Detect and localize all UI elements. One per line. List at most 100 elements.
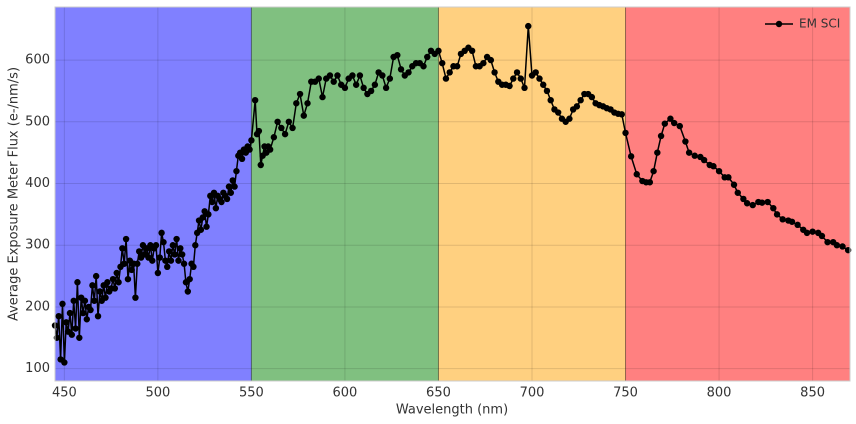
data-point <box>371 81 379 88</box>
data-point <box>487 56 495 64</box>
data-point <box>278 124 285 132</box>
data-point <box>72 325 79 332</box>
data-point <box>532 69 539 76</box>
data-point <box>96 288 104 295</box>
data-point <box>91 297 98 304</box>
data-point <box>274 118 281 125</box>
data-point <box>304 100 311 107</box>
data-point <box>212 204 220 212</box>
data-point <box>480 59 487 67</box>
data-point <box>61 359 68 366</box>
data-point <box>111 285 119 292</box>
data-point <box>83 316 91 323</box>
data-point <box>326 72 334 79</box>
data-point <box>205 211 212 218</box>
data-point <box>81 297 89 304</box>
data-point <box>397 66 405 73</box>
data-point <box>293 100 300 107</box>
data-point <box>627 153 635 160</box>
x-tick-label: 500 <box>145 386 170 401</box>
data-point <box>764 198 771 206</box>
data-point <box>424 53 431 61</box>
data-point <box>670 119 678 127</box>
data-point <box>257 161 264 169</box>
data-point <box>446 69 453 76</box>
data-point <box>510 75 517 82</box>
data-point <box>334 72 341 79</box>
x-axis-label: Wavelength (nm) <box>396 403 508 418</box>
x-tick-label: 450 <box>52 386 77 401</box>
data-point <box>394 51 401 59</box>
data-point <box>173 235 180 243</box>
data-point <box>803 229 811 237</box>
data-point <box>540 81 547 88</box>
data-point <box>94 312 102 320</box>
data-point <box>543 87 551 95</box>
data-point <box>76 334 83 341</box>
data-point <box>104 279 111 286</box>
data-point <box>164 263 171 271</box>
data-point <box>184 288 192 295</box>
x-tick-label: 650 <box>426 386 451 401</box>
data-point <box>165 248 173 255</box>
data-point <box>685 149 693 156</box>
data-point <box>646 179 654 186</box>
data-point <box>525 22 532 30</box>
data-point <box>154 269 162 277</box>
data-point <box>839 243 846 250</box>
data-point <box>725 174 732 181</box>
data-point <box>710 163 717 170</box>
data-point <box>218 198 225 206</box>
data-point <box>442 75 450 82</box>
data-point <box>208 198 216 206</box>
data-point <box>66 309 74 317</box>
data-point <box>435 47 442 55</box>
data-point <box>521 84 528 92</box>
data-point <box>179 251 186 258</box>
data-point <box>700 156 708 164</box>
data-point <box>657 132 665 140</box>
data-point <box>225 183 233 190</box>
data-point <box>788 218 796 225</box>
data-point <box>70 297 77 304</box>
data-point <box>405 69 412 76</box>
data-point <box>547 96 554 104</box>
data-point <box>251 96 259 104</box>
data-point <box>199 214 206 221</box>
data-point <box>367 87 375 95</box>
data-point <box>162 257 169 264</box>
data-point <box>122 235 130 243</box>
x-tick-label: 600 <box>333 386 358 401</box>
y-axis-label: Average Exposure Meter Flux (e-/nm/s) <box>7 67 22 321</box>
data-point <box>577 96 584 104</box>
data-point <box>87 306 94 314</box>
data-point <box>740 195 747 203</box>
data-point <box>171 251 178 258</box>
data-point <box>618 111 625 118</box>
band <box>251 7 439 381</box>
data-point <box>266 146 274 153</box>
data-point <box>468 47 476 55</box>
data-point <box>156 254 163 261</box>
data-point <box>55 312 62 320</box>
data-point <box>89 282 96 289</box>
data-point <box>238 155 246 163</box>
data-point <box>770 204 777 212</box>
data-point <box>633 171 640 178</box>
data-point <box>180 260 188 267</box>
data-point <box>341 84 349 92</box>
data-point <box>682 138 689 145</box>
data-point <box>167 257 175 264</box>
data-point <box>517 75 524 82</box>
data-point <box>667 115 674 122</box>
data-point <box>79 309 87 317</box>
data-point <box>281 130 289 138</box>
data-point <box>92 272 100 280</box>
data-point <box>128 266 135 274</box>
data-point <box>818 232 826 240</box>
data-point <box>197 226 205 233</box>
data-point <box>121 260 128 267</box>
x-tick-label: 800 <box>707 386 732 401</box>
data-point <box>319 93 326 101</box>
data-point <box>491 69 498 76</box>
